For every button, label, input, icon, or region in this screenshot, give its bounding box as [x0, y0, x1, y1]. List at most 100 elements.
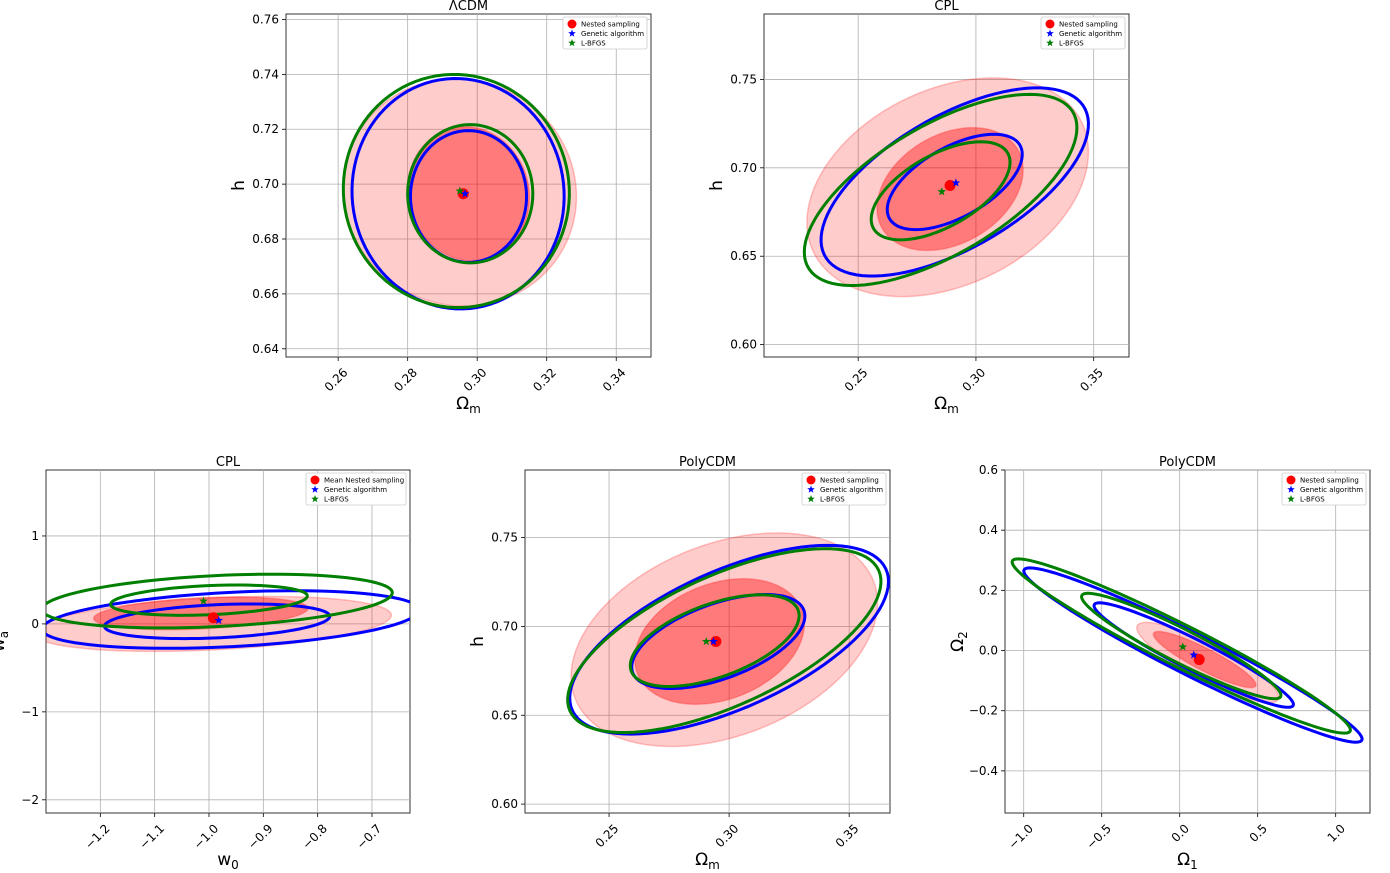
x-tick-label: 0.34 [600, 365, 629, 394]
x-tick-label: 0.35 [833, 821, 862, 850]
genetic-point [1189, 650, 1199, 659]
x-axis-label: Ωm [456, 394, 481, 416]
y-tick-label: 0.65 [491, 708, 518, 722]
genetic-point [709, 637, 718, 646]
plot-content [802, 77, 1090, 298]
grid [525, 470, 890, 813]
lbfgs-point [702, 637, 711, 646]
plot-area [45, 469, 411, 814]
x-axis-label-main: Ω [934, 394, 947, 414]
legend-marker-nested [1045, 19, 1055, 29]
x-tick-label: 0.35 [1077, 365, 1106, 394]
grid [1005, 469, 1370, 813]
x-tick-label: 0.25 [593, 821, 622, 850]
nested-point [207, 612, 219, 624]
plot-content [1010, 557, 1364, 744]
panel-2: 0.25 0.30 0.35 0.60 0.65 0.70 0.75 CPL Ωm h Nested… [707, 0, 1130, 416]
legend-marker-genetic [807, 485, 815, 493]
legend-marker-lbfgs [1287, 495, 1295, 503]
x-tick-label: 0.0 [1169, 821, 1192, 844]
x-tick-label: −1.0 [1006, 821, 1037, 852]
x-tick-label: 0.32 [530, 365, 559, 394]
lbfgs-point [455, 186, 465, 195]
nested-region-2-sigma [570, 532, 879, 748]
x-axis-label-main: Ω [1177, 850, 1190, 870]
y-tick-label: −1 [21, 705, 39, 719]
y-tick-label: −2 [21, 793, 39, 807]
x-tick-label: −0.5 [1084, 821, 1115, 852]
genetic-contour-1-sigma [408, 129, 529, 264]
nested-point [944, 180, 956, 191]
genetic-contour-1-sigma [885, 132, 1024, 232]
y-axis-label-main: Ω [948, 639, 968, 652]
legend-marker-nested [1286, 475, 1296, 485]
legend-entry: L-BFGS [581, 40, 606, 48]
genetic-point [214, 615, 224, 625]
y-tick-label: 0.72 [252, 122, 279, 136]
y-tick-label: 0.75 [730, 72, 757, 86]
lbfgs-contour-1-sigma [1080, 591, 1283, 701]
x-tick-label: 0.26 [322, 365, 351, 394]
y-tick-label: 0.75 [491, 531, 518, 545]
x-axis-label-sub: m [708, 858, 720, 872]
chart-title: CPL [216, 455, 241, 470]
legend-marker-lbfgs [311, 495, 319, 503]
y-tick-label: 1 [31, 529, 39, 543]
x-tick-label: −1.2 [82, 821, 113, 852]
genetic-point [460, 189, 470, 198]
legend-entry: Genetic algorithm [1059, 30, 1122, 38]
y-axis-label-main: h [707, 180, 727, 191]
y-tick-label: −0.4 [969, 764, 998, 778]
y-tick-label: 0.68 [252, 232, 279, 246]
x-axis-label: Ωm [934, 394, 959, 416]
x-axis-label-main: Ω [695, 850, 708, 870]
legend-marker-genetic [1287, 485, 1295, 493]
plot-area [285, 13, 652, 358]
y-axis-label: h [707, 180, 727, 191]
legend-frame [801, 472, 887, 506]
y-tick-label: 0.70 [491, 619, 518, 633]
chart-title: PolyCDM [1159, 455, 1216, 470]
lbfgs-contour-2-sigma [1010, 557, 1352, 735]
lbfgs-contour-2-sigma [341, 72, 571, 310]
chart-title: ΛCDM [449, 0, 488, 14]
y-axis-label: wa [0, 631, 11, 652]
legend-marker-lbfgs [568, 39, 576, 47]
legend-marker-lbfgs [807, 495, 815, 503]
legend-frame [1040, 16, 1126, 50]
legend-frame [305, 472, 407, 506]
plot-content [46, 572, 410, 653]
y-axis-label-sub: 2 [956, 631, 970, 639]
y-axis-label: h [229, 180, 249, 191]
genetic-contour-2-sigma [819, 86, 1090, 278]
plot-content [341, 72, 578, 311]
y-tick-label: 0.66 [252, 287, 279, 301]
y-tick-label: 0.76 [252, 12, 279, 26]
panel-5: −1.0 −0.5 0.0 0.5 1.0 −0.4 −0.2 0.0 0.2 0.4 0.6 Pol… [948, 455, 1371, 872]
y-tick-label: 0.4 [979, 523, 998, 537]
y-tick-label: 0.65 [730, 249, 757, 263]
x-tick-label: 1.0 [1325, 821, 1348, 844]
chart-title: CPL [934, 0, 959, 14]
legend-entry: L-BFGS [1300, 496, 1325, 504]
lbfgs-contour-2-sigma [566, 547, 883, 735]
y-axis-label: Ω2 [948, 631, 970, 652]
y-axis-label-sub: a [0, 631, 11, 638]
genetic-point [951, 178, 961, 187]
legend-marker-nested [567, 19, 577, 29]
legend-marker-genetic [311, 485, 319, 493]
legend-entry: Genetic algorithm [581, 30, 644, 38]
x-tick-label: 0.28 [391, 365, 420, 394]
x-tick-label: 0.30 [959, 365, 988, 394]
x-tick-label: 0.25 [842, 365, 871, 394]
legend-entry: Genetic algorithm [324, 486, 387, 494]
legend-marker-genetic [568, 29, 576, 37]
chart-title: PolyCDM [679, 455, 736, 470]
legend-marker-nested [806, 475, 816, 485]
genetic-contour-2-sigma [568, 543, 890, 736]
